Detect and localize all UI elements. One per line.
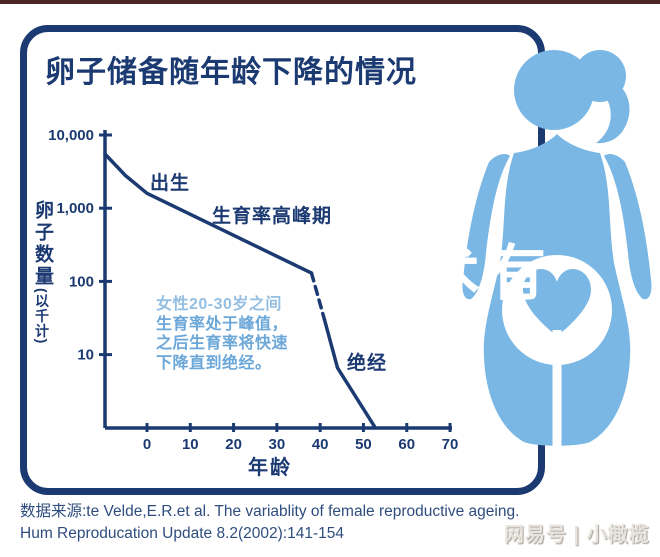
- note-line: 下降直到绝经。: [156, 354, 272, 372]
- woman-head: [514, 50, 594, 130]
- y-axis-label: 卵子数量(以千计): [31, 200, 53, 345]
- x-tick-label: 70: [442, 436, 459, 453]
- annotation-menopause: 绝经: [347, 353, 388, 374]
- x-tick-label: 0: [143, 436, 151, 453]
- y-tick-label: 10: [77, 347, 94, 364]
- x-tick-label: 60: [398, 436, 415, 453]
- citation-line-1: 数据来源:te Velde,E.R.et al. The variablity …: [20, 503, 520, 520]
- x-axis-label: 年龄: [248, 457, 292, 479]
- series-decline-to-menopause: [322, 317, 377, 428]
- citation-line-2: Hum Reproducation Update 8.2(2002):141-1…: [20, 524, 344, 542]
- series-rapid-decline-dashed: [309, 271, 327, 322]
- x-tick-label: 20: [225, 436, 242, 453]
- y-tick-label: 1,000: [56, 200, 94, 217]
- y-tick-label: 10,000: [48, 127, 94, 144]
- x-tick-label: 40: [312, 436, 329, 453]
- note-line: 女性20-30岁之间: [156, 296, 282, 313]
- woman-right-arm: [604, 154, 652, 300]
- heart-icon: [523, 269, 591, 336]
- white-watermark-overlay: 术有: [420, 240, 552, 307]
- leg-gap: [552, 330, 562, 452]
- woman-left-arm: [462, 154, 510, 300]
- woman-hair-curl: [596, 81, 630, 144]
- data-source-citation: 数据来源:te Velde,E.R.et al. The variablity …: [20, 501, 519, 544]
- note-line: 生育率处于峰值，: [156, 315, 289, 333]
- page-title: 卵子储备随年龄下降的情况: [45, 56, 417, 89]
- y-axis-label-main: 卵子数量: [31, 200, 53, 288]
- site-watermark: 网易号 | 小橄榄: [504, 524, 650, 546]
- fertility-note-text: 女性20-30岁之间 生育率处于峰值， 之后生育率将快速 下降直到绝经。: [156, 295, 288, 373]
- note-line: 之后生育率将快速: [156, 335, 289, 352]
- y-tick-label: 100: [69, 273, 94, 290]
- annotation-peak-fertility: 生育率高峰期: [212, 206, 333, 227]
- x-tick-label: 30: [269, 436, 286, 453]
- series-prenatal-peak-to-decline: [103, 152, 314, 275]
- top-edge-strip: [0, 0, 660, 4]
- pregnant-woman-icon: [462, 50, 652, 452]
- x-tick-label: 50: [355, 436, 372, 453]
- y-axis-label-sub: (以千计): [33, 288, 50, 345]
- x-tick-label: 10: [182, 436, 199, 453]
- annotation-birth: 出生: [150, 173, 191, 194]
